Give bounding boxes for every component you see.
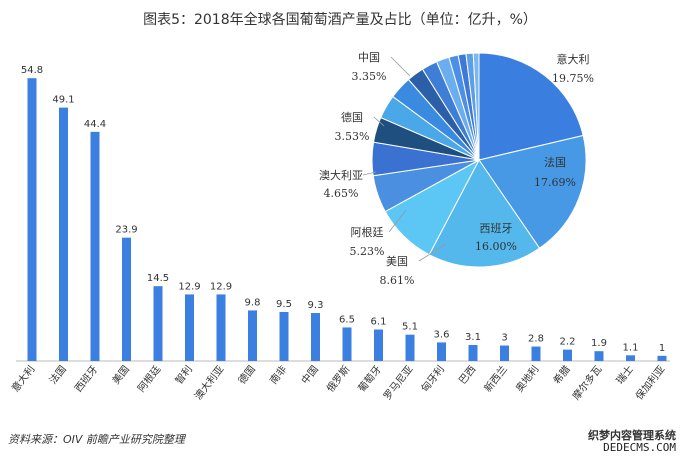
pie-value-label-1: 17.69% xyxy=(534,176,576,189)
x-tick-label-20: 保加利亚 xyxy=(632,363,667,403)
chart-title: 图表5：2018年全球各国葡萄酒产量及占比（单位：亿升，%） xyxy=(143,12,537,28)
watermark-site-url: DEDECMS.COM xyxy=(603,441,676,454)
bar-value-label-20: 1 xyxy=(659,343,665,354)
pie-slice-15 xyxy=(472,52,480,161)
bar-value-label-7: 9.8 xyxy=(245,297,261,308)
bar-1 xyxy=(59,107,68,362)
pie-label-5: 澳大利亚 xyxy=(319,168,363,182)
bar-value-label-9: 9.3 xyxy=(308,300,324,311)
bar-value-label-15: 3 xyxy=(501,333,507,344)
pie-value-label-0: 19.75% xyxy=(552,72,594,85)
pie-label-6: 德国 xyxy=(341,110,363,124)
pie-value-label-4: 5.23% xyxy=(350,245,385,258)
bar-0 xyxy=(27,78,37,361)
x-tick-label-12: 罗马尼亚 xyxy=(381,363,415,402)
pie-label-1: 法国 xyxy=(544,155,566,169)
bar-9 xyxy=(311,313,320,361)
bar-10 xyxy=(342,327,352,361)
pie-slice-1 xyxy=(478,134,587,249)
x-tick-label-6: 澳大利亚 xyxy=(191,363,226,403)
pie-slice-0 xyxy=(478,52,584,161)
x-tick-label-16: 奥地利 xyxy=(513,363,542,395)
x-tick-label-1: 法国 xyxy=(46,363,69,387)
x-tick-label-7: 德国 xyxy=(235,363,258,387)
bar-value-label-10: 6.5 xyxy=(339,314,355,325)
bar-15 xyxy=(500,345,509,361)
bar-value-label-19: 1.1 xyxy=(623,342,639,353)
bar-20 xyxy=(657,355,667,361)
bar-13 xyxy=(437,342,446,361)
x-tick-label-13: 匈牙利 xyxy=(418,363,447,395)
bar-14 xyxy=(468,345,478,361)
pie-leader-line-4 xyxy=(388,209,407,233)
bar-11 xyxy=(374,329,383,361)
bar-value-label-4: 14.5 xyxy=(147,273,169,284)
x-tick-label-15: 新西兰 xyxy=(481,363,510,395)
x-tick-label-18: 摩尔多瓦 xyxy=(569,363,604,403)
bar-16 xyxy=(531,346,541,361)
x-tick-label-3: 美国 xyxy=(109,363,132,387)
bar-value-label-11: 6.1 xyxy=(371,317,387,328)
pie-value-label-3: 8.61% xyxy=(380,274,415,287)
pie-leader-line-6 xyxy=(373,116,385,127)
watermark-site-name: 织梦内容管理系统 xyxy=(588,429,676,442)
bar-4 xyxy=(153,286,163,361)
x-tick-label-11: 葡萄牙 xyxy=(355,363,384,395)
bar-2 xyxy=(90,131,100,361)
pie-label-2: 西班牙 xyxy=(480,222,513,235)
pie-slice-2 xyxy=(428,159,541,268)
bar-value-label-12: 5.1 xyxy=(402,322,418,333)
bar-value-label-1: 49.1 xyxy=(52,95,74,106)
pie-value-label-6: 3.53% xyxy=(335,130,370,143)
x-tick-label-10: 俄罗斯 xyxy=(324,363,353,395)
pie-value-label-2: 16.00% xyxy=(475,240,517,253)
x-tick-label-2: 西班牙 xyxy=(72,363,100,394)
bar-18 xyxy=(594,351,604,361)
x-tick-label-19: 瑞士 xyxy=(613,363,636,387)
pie-leader-line-3 xyxy=(418,243,447,262)
bar-6 xyxy=(216,294,226,361)
pie-label-4: 阿根廷 xyxy=(351,225,384,239)
bar-value-label-6: 12.9 xyxy=(210,281,232,292)
x-tick-label-17: 希腊 xyxy=(550,363,573,387)
bar-19 xyxy=(626,355,635,361)
bar-value-label-5: 12.9 xyxy=(178,281,200,292)
pie-label-0: 意大利 xyxy=(557,52,590,66)
bar-value-label-17: 2.2 xyxy=(560,337,576,348)
pie-value-label-7: 3.35% xyxy=(352,70,387,83)
pie-leader-line-7 xyxy=(390,56,411,77)
bar-12 xyxy=(405,334,415,361)
source-note: 资料来源：OIV 前瞻产业研究院整理 xyxy=(8,433,185,446)
x-tick-label-9: 中国 xyxy=(298,363,321,387)
x-tick-label-8: 南非 xyxy=(267,363,290,387)
bar-value-label-14: 3.1 xyxy=(465,332,481,343)
bar-5 xyxy=(185,294,194,361)
pie-label-7: 中国 xyxy=(358,51,380,64)
bar-7 xyxy=(248,310,257,361)
bar-value-label-0: 54.8 xyxy=(21,65,43,76)
bar-value-label-3: 23.9 xyxy=(115,225,137,236)
x-tick-label-4: 阿根廷 xyxy=(135,363,164,395)
bar-value-label-18: 1.9 xyxy=(591,338,607,349)
bar-value-label-2: 44.4 xyxy=(84,119,106,130)
bar-8 xyxy=(279,311,289,361)
pie-label-3: 美国 xyxy=(386,255,408,268)
x-tick-label-14: 巴西 xyxy=(457,363,479,386)
x-tick-label-0: 意大利 xyxy=(9,363,38,395)
bar-value-label-16: 2.8 xyxy=(528,334,544,345)
bar-value-label-13: 3.6 xyxy=(434,329,450,340)
bar-value-label-8: 9.5 xyxy=(276,299,292,310)
bar-3 xyxy=(122,237,131,361)
pie-value-label-5: 4.65% xyxy=(324,187,359,200)
bar-17 xyxy=(563,349,572,361)
x-tick-label-5: 智利 xyxy=(172,363,195,387)
pie-leader-line-5 xyxy=(362,171,377,176)
